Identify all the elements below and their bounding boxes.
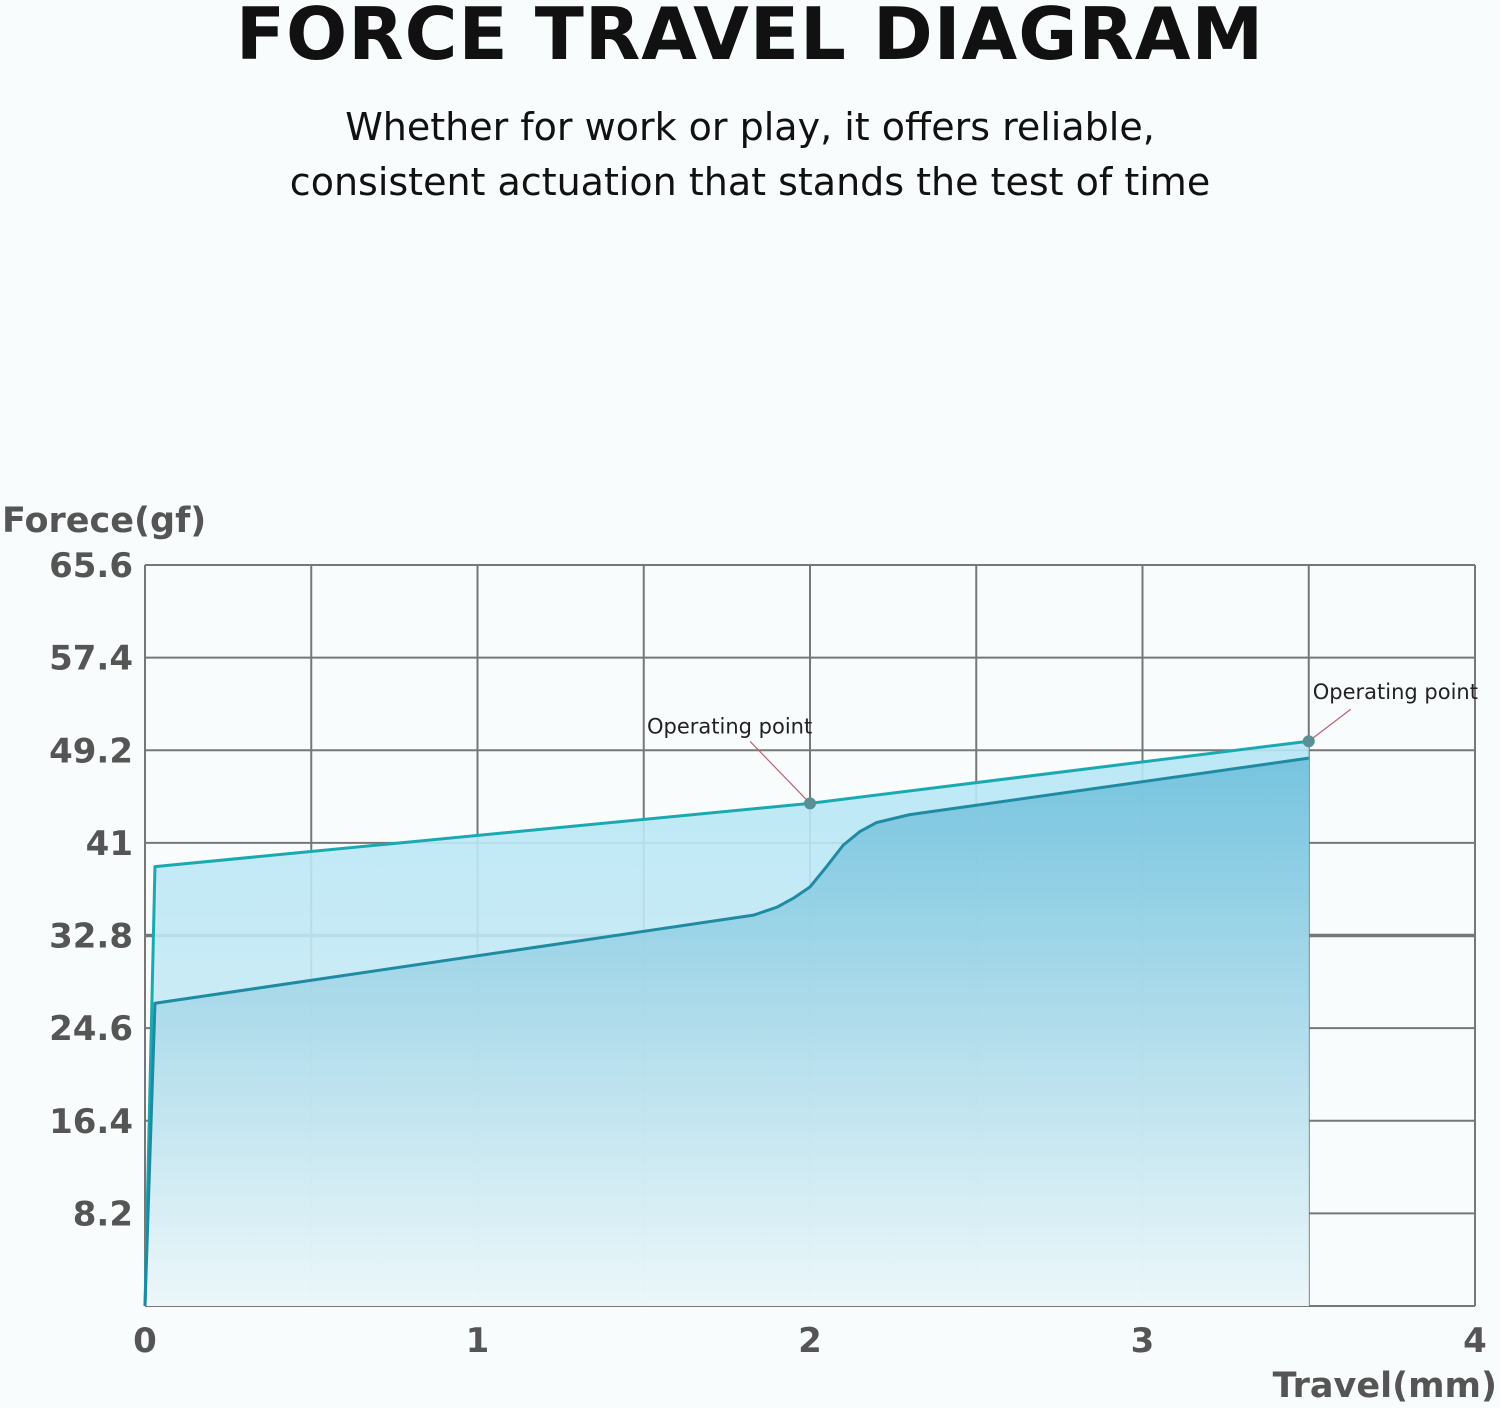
y-tick-label: 65.6 xyxy=(49,546,133,586)
ticks: 8.2 16.4 24.6 32.8 41 49.2 57.4 65.6 0 1 2 3 4 xyxy=(49,546,1487,1361)
y-tick-label: 24.6 xyxy=(49,1009,133,1049)
y-tick-label: 57.4 xyxy=(49,639,133,679)
y-tick-label: 49.2 xyxy=(49,731,133,771)
x-tick-label: 2 xyxy=(798,1321,822,1361)
y-tick-label: 32.8 xyxy=(49,917,133,957)
y-tick-label: 8.2 xyxy=(73,1194,133,1234)
subtitle-line-2: consistent actuation that stands the tes… xyxy=(289,160,1211,204)
areas xyxy=(145,741,1309,1306)
x-axis-label: Travel(mm) xyxy=(1273,1366,1497,1406)
annotation-label: Operating point xyxy=(647,714,812,738)
series-line-1 xyxy=(143,739,1309,1307)
annotations: Operating point Operating point xyxy=(647,680,1478,810)
lines xyxy=(143,739,1309,1307)
y-tick-label: 16.4 xyxy=(49,1102,133,1142)
annotation-label: Operating point xyxy=(1313,680,1478,704)
subtitle-line-1: Whether for work or play, it offers reli… xyxy=(345,105,1155,149)
x-tick-label: 4 xyxy=(1463,1321,1487,1361)
y-tick-label: 41 xyxy=(86,824,133,864)
operating-point-marker xyxy=(1302,735,1315,748)
x-tick-label: 0 xyxy=(133,1321,157,1361)
annotation-leader xyxy=(749,740,811,804)
x-tick-label: 3 xyxy=(1131,1321,1155,1361)
operating-point-marker xyxy=(804,797,816,810)
x-tick-label: 1 xyxy=(466,1321,490,1361)
annotation-leader xyxy=(1308,708,1352,742)
page-title: FORCE TRAVEL DIAGRAM xyxy=(235,0,1265,76)
subtitle: Whether for work or play, it offers reli… xyxy=(0,100,1500,210)
series-area-2 xyxy=(145,758,1309,1306)
series-line-2 xyxy=(143,756,1309,1307)
y-axis-label: Forece(gf) xyxy=(2,501,206,541)
